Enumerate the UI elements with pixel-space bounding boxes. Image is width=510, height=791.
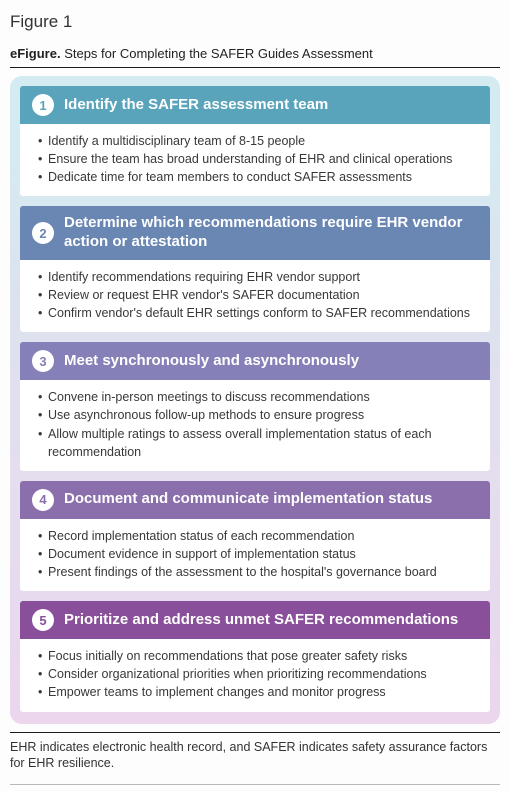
bullet-item: Record implementation status of each rec… [38,527,478,545]
bullet-item: Confirm vendor's default EHR settings co… [38,304,478,322]
bullet-item: Focus initially on recommendations that … [38,647,478,665]
step-body: Identify a multidisciplinary team of 8-1… [20,124,490,196]
step-body: Convene in-person meetings to discuss re… [20,380,490,471]
step-header: 5 Prioritize and address unmet SAFER reco… [20,601,490,639]
bullet-item: Dedicate time for team members to conduc… [38,168,478,186]
caption-text: Steps for Completing the SAFER Guides As… [61,46,373,61]
bullet-item: Convene in-person meetings to discuss re… [38,388,478,406]
bullet-list: Focus initially on recommendations that … [38,647,478,701]
step-header: 2 Determine which recommendations require… [20,206,490,260]
caption-prefix: eFigure. [10,46,61,61]
figure-wrapper: Figure 1 eFigure. Steps for Completing t… [0,0,510,791]
bullet-item: Consider organizational priorities when … [38,665,478,683]
bullet-item: Identify recommendations requiring EHR v… [38,268,478,286]
step-number-badge: 3 [32,350,54,372]
bullet-list: Identify a multidisciplinary team of 8-1… [38,132,478,186]
bullet-item: Empower teams to implement changes and m… [38,683,478,701]
step-title: Document and communicate implementation … [64,490,432,509]
step-1: 1 Identify the SAFER assessment team Ident… [20,86,490,196]
bullet-item: Document evidence in support of implemen… [38,545,478,563]
step-header: 1 Identify the SAFER assessment team [20,86,490,124]
step-header: 3 Meet synchronously and asynchronously [20,342,490,380]
step-2: 2 Determine which recommendations require… [20,206,490,332]
figure-label: Figure 1 [10,12,500,32]
footnote: EHR indicates electronic health record, … [10,732,500,773]
step-3: 3 Meet synchronously and asynchronously Co… [20,342,490,471]
step-body: Identify recommendations requiring EHR v… [20,260,490,332]
bullet-list: Identify recommendations requiring EHR v… [38,268,478,322]
step-4: 4 Document and communicate implementation… [20,481,490,591]
bullet-list: Convene in-person meetings to discuss re… [38,388,478,461]
step-number-badge: 5 [32,609,54,631]
bullet-item: Ensure the team has broad understanding … [38,150,478,168]
step-body: Focus initially on recommendations that … [20,639,490,711]
bullet-item: Present findings of the assessment to th… [38,563,478,581]
step-title: Meet synchronously and asynchronously [64,352,359,371]
step-header: 4 Document and communicate implementation… [20,481,490,519]
step-title: Prioritize and address unmet SAFER recom… [64,611,458,630]
step-number-badge: 2 [32,222,54,244]
bullet-item: Use asynchronous follow-up methods to en… [38,406,478,424]
step-number-badge: 1 [32,94,54,116]
bullet-item: Review or request EHR vendor's SAFER doc… [38,286,478,304]
step-body: Record implementation status of each rec… [20,519,490,591]
bullet-item: Allow multiple ratings to assess overall… [38,425,478,461]
bottom-rule [10,784,500,785]
bullet-list: Record implementation status of each rec… [38,527,478,581]
steps-panel: 1 Identify the SAFER assessment team Ident… [10,76,500,724]
step-title: Determine which recommendations require … [64,214,478,252]
step-title: Identify the SAFER assessment team [64,96,328,115]
step-number-badge: 4 [32,489,54,511]
step-5: 5 Prioritize and address unmet SAFER reco… [20,601,490,711]
bullet-item: Identify a multidisciplinary team of 8-1… [38,132,478,150]
figure-caption: eFigure. Steps for Completing the SAFER … [10,46,500,68]
